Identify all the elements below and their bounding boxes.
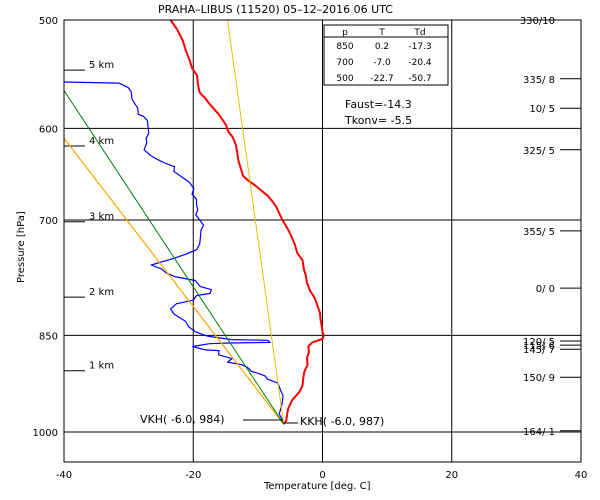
x-tick-label: 0: [319, 470, 325, 481]
plot-frame: [63, 19, 582, 463]
x-tick-label: -20: [185, 470, 201, 481]
table-cell: 700: [336, 58, 353, 68]
wind-label: 115/ 6: [523, 341, 555, 352]
moist-adiabat-line: [63, 90, 285, 425]
height-label: 3 km: [89, 212, 114, 223]
table-header: p: [342, 28, 348, 38]
x-tick-label: 20: [445, 470, 458, 481]
height-label: 1 km: [89, 361, 114, 372]
vkh-annotation: VKH( -6.0, 984): [140, 413, 225, 426]
x-tick-label: -40: [56, 470, 72, 481]
table-cell: 0.2: [375, 42, 389, 52]
wind-label: 10/ 5: [529, 104, 555, 115]
y-tick-label: 700: [39, 216, 58, 227]
table-header: T: [378, 28, 385, 38]
grid: [64, 20, 581, 462]
series-lines: [63, 19, 325, 425]
kkh-annotation: KKH( -6.0, 987): [300, 415, 384, 428]
dry-adiabat-line: [63, 137, 285, 425]
wind-label: 325/ 5: [523, 146, 555, 157]
temperature-line: [169, 19, 325, 425]
table-cell: -20.4: [408, 58, 432, 68]
table-cell: 500: [336, 74, 353, 84]
y-axis-label: Pressure [hPa]: [16, 211, 27, 283]
mixing-ratio-line: [227, 19, 285, 425]
data-table-box: [323, 24, 449, 86]
y-tick-label: 500: [39, 16, 58, 27]
x-axis-label: Temperature [deg. C]: [263, 481, 371, 492]
height-label: 4 km: [89, 136, 114, 147]
faust-index: Faust=-14.3: [345, 98, 412, 111]
wind-label: 0/ 0: [536, 284, 555, 295]
table-cell: 850: [336, 42, 353, 52]
x-tick-label: 40: [575, 470, 588, 481]
wind-label: 150/ 9: [523, 373, 555, 384]
y-tick-label: 1000: [33, 428, 58, 439]
height-markers: 5 km 4 km 3 km 2 km 1 km: [64, 60, 114, 372]
wind-label: 145/ 7: [523, 345, 555, 356]
height-label: 2 km: [89, 287, 114, 298]
wind-label: 355/ 5: [523, 227, 555, 238]
y-tick-label: 600: [39, 124, 58, 135]
y-tick-label: 850: [39, 331, 58, 342]
chart-title: PRAHA–LIBUS (11520) 05–12–2016 06 UTC: [158, 3, 393, 16]
data-table: p T Td 850 0.2 -17.3 700 -7.0 -20.4 500 -22.7 -50.7: [323, 24, 449, 86]
wind-label: 335/ 8: [523, 75, 555, 86]
wind-label: 120/ 5: [523, 337, 555, 348]
dew-point-line: [63, 81, 285, 423]
wind-label: 164/ 1: [523, 427, 555, 438]
axis-ticks: -40 -20 0 20 40 500 600 700 850 1000: [33, 16, 588, 481]
height-label: 5 km: [89, 60, 114, 71]
table-cell: -22.7: [370, 74, 393, 84]
table-cell: -50.7: [408, 74, 431, 84]
table-cell: -17.3: [408, 42, 431, 52]
table-cell: -7.0: [373, 58, 391, 68]
tkonv-index: Tkonv= -5.5: [344, 114, 412, 127]
wind-label: 330/10: [520, 16, 555, 27]
table-header: Td: [413, 28, 425, 38]
